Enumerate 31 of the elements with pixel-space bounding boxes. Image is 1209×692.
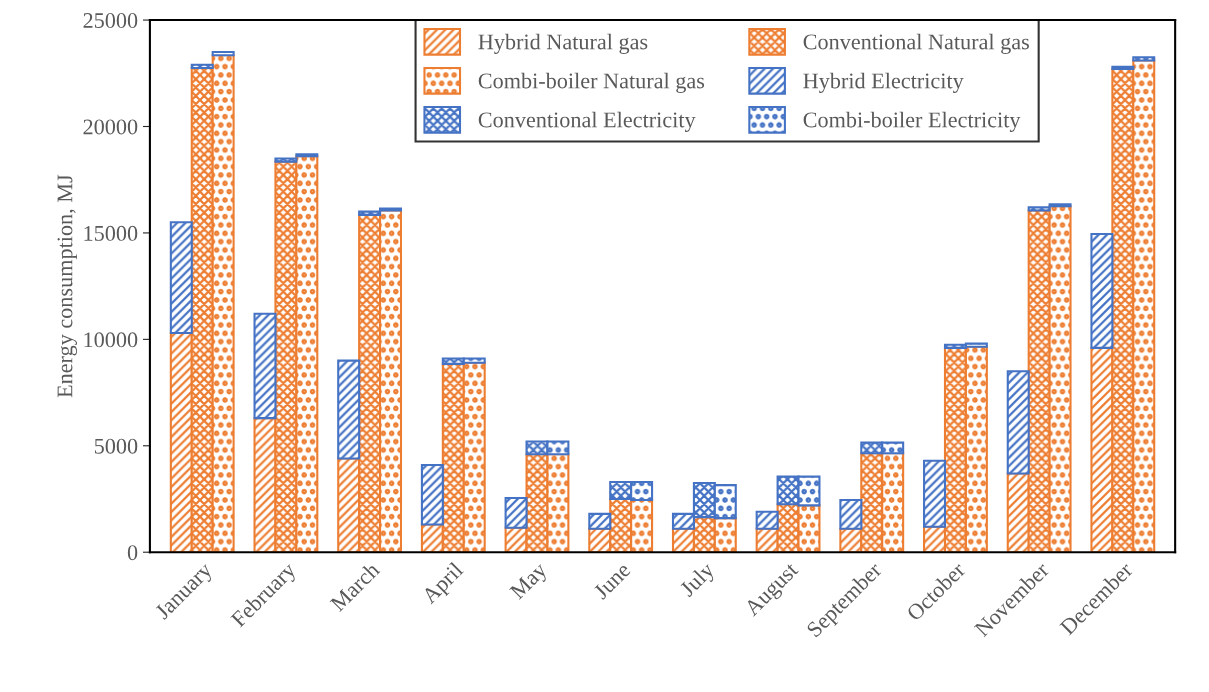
bar — [190, 63, 214, 69]
bar — [169, 221, 193, 335]
bar — [588, 512, 612, 530]
legend-label: Conventional Electricity — [478, 111, 696, 132]
bar — [755, 510, 779, 530]
bar — [1111, 65, 1135, 71]
y-tick-label: 25000 — [83, 13, 138, 28]
bar — [253, 312, 277, 420]
y-tick-label: 5000 — [94, 438, 138, 454]
y-tick-label: 15000 — [84, 225, 138, 241]
legend-label: Combi-boiler Natural gas — [478, 72, 705, 93]
y-tick-label: 10000 — [84, 332, 138, 348]
bar — [839, 499, 863, 530]
bar — [337, 359, 361, 460]
x-tick-label: July — [678, 560, 719, 601]
bar — [211, 50, 235, 57]
y-axis-title: Energy consumption, MJ — [57, 174, 77, 398]
x-tick-label: June — [592, 561, 632, 601]
legend-label: Hybrid Natural gas — [478, 33, 648, 54]
x-tick-label: May — [509, 561, 552, 604]
y-tick-label: 20000 — [83, 119, 138, 135]
legend-label: Combi-boiler Electricity — [803, 111, 1021, 132]
y-tick-label: 0 — [127, 545, 138, 561]
bar — [1006, 370, 1030, 475]
bar — [923, 459, 947, 528]
legend-label: Hybrid Electricity — [803, 72, 964, 93]
bar — [1132, 56, 1156, 62]
legend-label: Conventional Natural gas — [803, 33, 1029, 54]
bar — [1090, 232, 1114, 349]
bar — [420, 463, 444, 526]
bar — [504, 496, 528, 529]
